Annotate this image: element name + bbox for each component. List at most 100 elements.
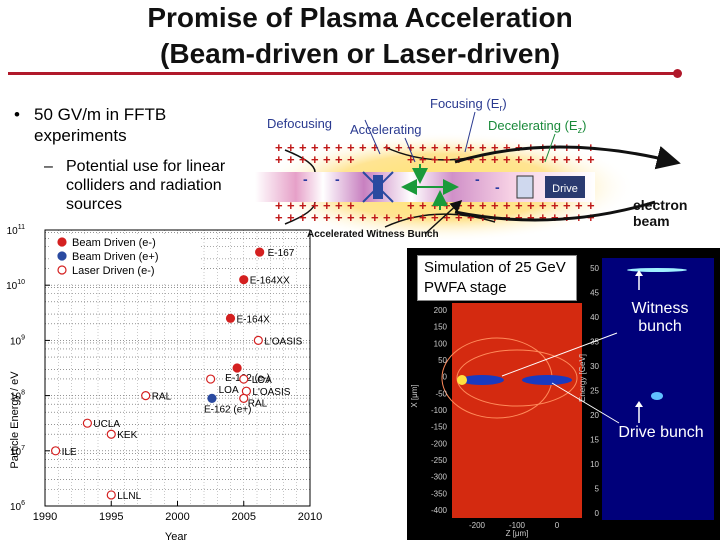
legend-box bbox=[50, 234, 200, 284]
ion-plus: + bbox=[287, 152, 295, 167]
label-pointer bbox=[464, 111, 476, 153]
sub-bullet-glyph: – bbox=[44, 158, 53, 175]
label-pointer bbox=[364, 119, 381, 155]
sim-left-ytick: -350 bbox=[431, 489, 448, 498]
ion-plus: + bbox=[335, 198, 343, 213]
ion-plus: + bbox=[275, 210, 283, 225]
sim-left-ytick: 100 bbox=[434, 339, 448, 348]
witness-bunch-sim bbox=[460, 375, 504, 385]
electron-minus: - bbox=[495, 179, 500, 195]
ion-plus: + bbox=[419, 140, 427, 155]
sim-right-ytick: 50 bbox=[590, 264, 599, 273]
sim-right-ytick: 30 bbox=[590, 362, 599, 371]
data-point bbox=[253, 335, 263, 345]
sim-right-ytick: 0 bbox=[595, 509, 600, 518]
drive-bunch bbox=[545, 176, 585, 198]
ion-plus: + bbox=[551, 210, 559, 225]
ion-plus: + bbox=[287, 210, 295, 225]
chart-ylabel: Particle Energy / eV bbox=[9, 371, 21, 469]
ion-plus: + bbox=[527, 152, 535, 167]
ion-plus: + bbox=[539, 198, 547, 213]
ion-plus: + bbox=[335, 152, 343, 167]
sim-right-ytick: 5 bbox=[595, 485, 600, 494]
electron-minus: - bbox=[335, 171, 340, 187]
ion-plus: + bbox=[503, 210, 511, 225]
data-point bbox=[232, 363, 242, 373]
ion-plus: + bbox=[347, 152, 355, 167]
ion-plus: + bbox=[407, 210, 415, 225]
simulation-title: Simulation of 25 GeV PWFA stage bbox=[417, 255, 577, 301]
y-tick-label: 106 bbox=[10, 500, 25, 513]
sim-right-ytick: 35 bbox=[590, 338, 599, 347]
witness-bunch-label: Accelerated Witness Bunch bbox=[307, 229, 439, 240]
accelerating-label: Accelerating bbox=[350, 122, 422, 137]
witness-pointer bbox=[424, 199, 463, 235]
title-divider bbox=[8, 72, 678, 75]
ion-plus: + bbox=[491, 198, 499, 213]
data-point bbox=[50, 446, 61, 456]
sim-right-ytick: 20 bbox=[590, 411, 599, 420]
witness-energy-band bbox=[627, 268, 687, 272]
ion-plus: + bbox=[587, 152, 595, 167]
ion-plus: + bbox=[311, 152, 319, 167]
ion-plus: + bbox=[311, 198, 319, 213]
witness-pointer bbox=[501, 332, 618, 377]
title-line-2: (Beam-driven or Laser-driven) bbox=[160, 38, 560, 69]
ion-plus: + bbox=[515, 140, 523, 155]
sim-left-xtick: 0 bbox=[555, 521, 560, 530]
sim-left-ytick: -200 bbox=[431, 439, 448, 448]
drive-arrow-head bbox=[635, 401, 643, 407]
data-label: E-164XX bbox=[250, 276, 290, 287]
data-point bbox=[207, 393, 217, 403]
sim-left-ylabel: X [μm] bbox=[410, 384, 419, 407]
ion-plus: + bbox=[407, 198, 415, 213]
ion-plus: + bbox=[287, 140, 295, 155]
data-label: E-167 bbox=[268, 248, 295, 259]
ion-plus: + bbox=[443, 152, 451, 167]
legend-marker bbox=[57, 251, 67, 261]
chart-legend: Beam Driven (e-) Beam Driven (e+) Laser Dr… bbox=[50, 234, 200, 284]
data-point bbox=[225, 313, 236, 323]
ion-plus: + bbox=[479, 140, 487, 155]
x-tick-label: 1990 bbox=[33, 511, 57, 523]
bunch-head bbox=[457, 375, 467, 385]
data-label: RAL bbox=[152, 392, 172, 403]
ion-plus: + bbox=[383, 210, 391, 225]
ion-plus: + bbox=[299, 152, 307, 167]
ion-plus: + bbox=[407, 152, 415, 167]
ion-plus: + bbox=[347, 140, 355, 155]
x-tick-label: 2000 bbox=[165, 511, 189, 523]
sim-left-ytick: 50 bbox=[438, 356, 447, 365]
sim-right-ytick: 15 bbox=[590, 436, 599, 445]
ion-plus: + bbox=[323, 210, 331, 225]
ion-plus: + bbox=[371, 140, 379, 155]
ion-plus: + bbox=[455, 210, 463, 225]
ion-plus: + bbox=[455, 140, 463, 155]
ion-plus: + bbox=[275, 140, 283, 155]
energy-plot bbox=[602, 258, 714, 520]
ion-plus: + bbox=[323, 198, 331, 213]
ion-plus: + bbox=[479, 152, 487, 167]
ion-plus: + bbox=[359, 210, 367, 225]
ion-plus: + bbox=[443, 140, 451, 155]
ion-plus: + bbox=[467, 210, 475, 225]
ion-plus: + bbox=[299, 198, 307, 213]
data-label: RAL bbox=[248, 398, 268, 409]
witness-line-1: Witness bbox=[631, 300, 689, 317]
ion-plus: + bbox=[299, 140, 307, 155]
ion-plus: + bbox=[419, 210, 427, 225]
data-label: L'OASIS bbox=[252, 387, 290, 398]
ion-plus: + bbox=[431, 152, 439, 167]
drive-bunch-annotation: Drive bunch bbox=[618, 424, 704, 441]
legend-marker bbox=[57, 237, 67, 247]
decelerating-label: Decelerating (Ez) bbox=[488, 118, 586, 135]
legend-label: Laser Driven (e-) bbox=[72, 265, 155, 277]
sim-left-ytick: 0 bbox=[443, 373, 448, 382]
drive-bunch-sim bbox=[522, 375, 572, 385]
ion-plus: + bbox=[491, 140, 499, 155]
sim-left-axis: 200 150 100 50 0 -50 -100 -150 -200 -250 -300 -350 -… bbox=[431, 306, 560, 530]
title-line-1: Promise of Plasma Acceleration bbox=[147, 2, 573, 33]
wake-contour bbox=[284, 149, 316, 225]
sim-right-ylabel: Energy [GeV] bbox=[578, 354, 587, 402]
